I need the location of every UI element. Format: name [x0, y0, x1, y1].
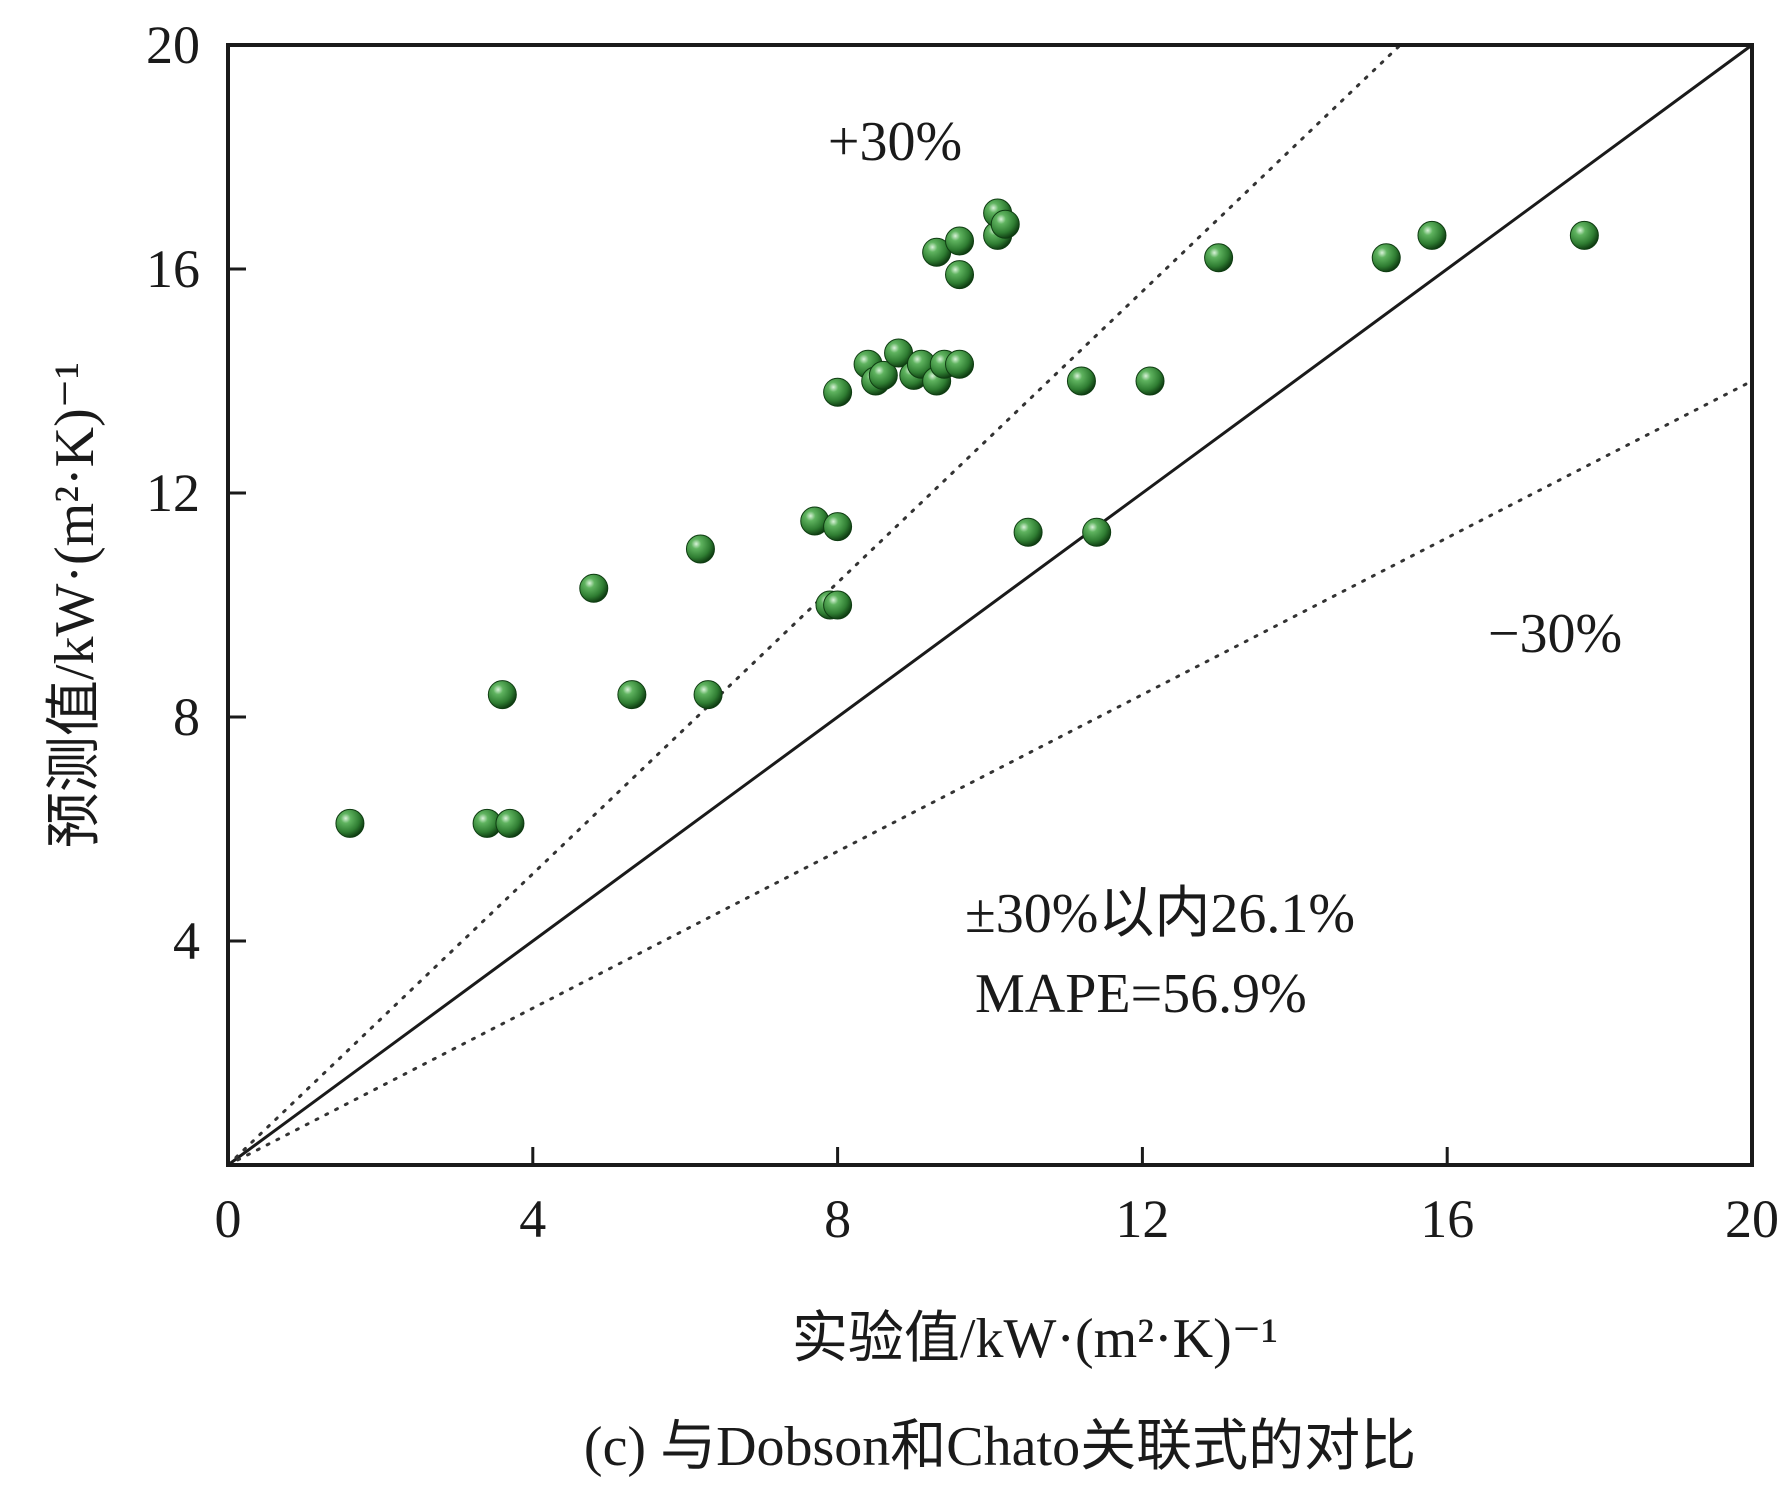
- y-tick-label: 12: [146, 463, 200, 523]
- data-point: [1135, 366, 1165, 396]
- data-points: [335, 198, 1599, 838]
- mape-annotation: MAPE=56.9%: [975, 963, 1307, 1025]
- plus-30-label: +30%: [828, 111, 962, 173]
- reference-line-2: [226, 379, 1754, 1167]
- data-point: [823, 590, 853, 620]
- figure-caption: (c) 与Dobson和Chato关联式的对比: [584, 1416, 1416, 1478]
- data-point: [579, 573, 609, 603]
- data-point: [495, 808, 525, 838]
- data-point: [945, 260, 975, 290]
- data-point: [1082, 517, 1112, 547]
- data-point: [1013, 517, 1043, 547]
- data-point: [617, 680, 647, 710]
- plot-frame: [226, 43, 1754, 1167]
- y-axis-ticks: 4 8 12 16 20: [146, 15, 246, 971]
- x-axis-ticks: 0 4 8 12 16 20: [215, 1147, 1779, 1249]
- x-tick-label: 12: [1115, 1189, 1169, 1249]
- data-point: [487, 680, 517, 710]
- data-point: [1204, 243, 1234, 273]
- y-tick-label: 20: [146, 15, 200, 75]
- reference-line-0: [227, 43, 1753, 1167]
- data-point: [1371, 243, 1401, 273]
- data-point: [823, 512, 853, 542]
- x-tick-label: 20: [1725, 1189, 1779, 1249]
- data-point: [823, 377, 853, 407]
- within-30-annotation: ±30%以内26.1%: [965, 883, 1355, 945]
- x-tick-label: 4: [519, 1189, 546, 1249]
- minus-30-label: −30%: [1488, 603, 1622, 665]
- data-point: [335, 808, 365, 838]
- x-tick-label: 8: [824, 1189, 851, 1249]
- reference-lines: [226, 43, 1754, 1167]
- data-point: [945, 226, 975, 256]
- data-point: [1569, 220, 1599, 250]
- data-point: [693, 680, 723, 710]
- data-point: [1417, 220, 1447, 250]
- x-tick-label: 16: [1420, 1189, 1474, 1249]
- data-point: [1066, 366, 1096, 396]
- x-tick-label: 0: [215, 1189, 242, 1249]
- y-tick-label: 8: [173, 687, 200, 747]
- x-axis-title: 实验值/kW·(m²·K)⁻¹: [792, 1308, 1278, 1370]
- data-point: [685, 534, 715, 564]
- data-point: [945, 349, 975, 379]
- y-axis-title: 预测值/kW·(m²·K)⁻¹: [44, 362, 106, 848]
- data-point: [990, 209, 1020, 239]
- y-tick-label: 4: [173, 911, 200, 971]
- y-tick-label: 16: [146, 239, 200, 299]
- data-point: [868, 360, 898, 390]
